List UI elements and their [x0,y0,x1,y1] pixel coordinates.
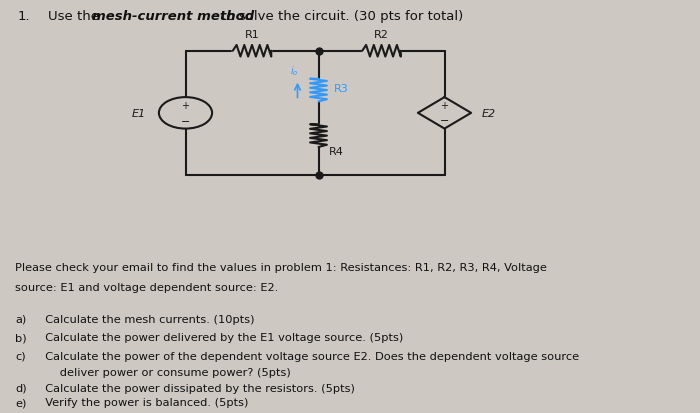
Text: Calculate the power dissipated by the resistors. (5pts): Calculate the power dissipated by the re… [38,383,355,393]
Text: R4: R4 [329,147,344,157]
Text: Calculate the power of the dependent voltage source E2. Does the dependent volta: Calculate the power of the dependent vol… [38,351,579,361]
Text: R1: R1 [244,30,260,40]
Text: d): d) [15,383,27,393]
Text: +: + [440,101,449,111]
Text: −: − [440,116,449,126]
Text: Calculate the power delivered by the E1 voltage source. (5pts): Calculate the power delivered by the E1 … [38,332,403,342]
Text: 1.: 1. [18,10,30,23]
Text: c): c) [15,351,26,361]
Text: R3: R3 [334,84,349,94]
Text: R2: R2 [374,30,389,40]
Text: −: − [181,116,190,126]
Text: Calculate the mesh currents. (10pts): Calculate the mesh currents. (10pts) [38,314,254,324]
Text: (5pts): Use node voltage method to solve the circuit.: (5pts): Use node voltage method to solve… [110,412,416,413]
Text: Please check your email to find the values in problem 1: Resistances: R1, R2, R3: Please check your email to find the valu… [15,262,547,272]
Text: E2: E2 [482,109,496,119]
Text: a): a) [15,314,27,324]
Text: +: + [181,101,190,111]
Text: to solve the circuit. (30 pts for total): to solve the circuit. (30 pts for total) [217,10,463,23]
Text: deliver power or consume power? (5pts): deliver power or consume power? (5pts) [38,368,290,377]
Text: Use the: Use the [48,10,104,23]
Text: $i_o$: $i_o$ [290,64,298,78]
Text: Extra points: Extra points [38,412,116,413]
Text: f): f) [15,412,24,413]
Text: source: E1 and voltage dependent source: E2.: source: E1 and voltage dependent source:… [15,282,279,292]
Text: b): b) [15,332,27,342]
Text: mesh-current method: mesh-current method [92,10,255,23]
Text: Verify the power is balanced. (5pts): Verify the power is balanced. (5pts) [38,397,248,407]
Text: E1: E1 [132,109,146,119]
Text: e): e) [15,397,27,407]
